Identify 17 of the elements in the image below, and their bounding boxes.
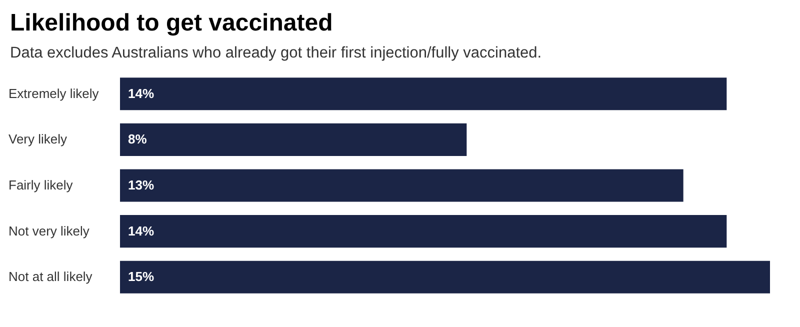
bar [120,123,467,156]
bar [120,260,770,294]
data-label: 14% [128,223,154,238]
y-tick-label: Extremely likely [8,86,100,101]
y-tick-label: Not at all likely [8,269,93,284]
y-tick-label: Very likely [8,132,68,147]
bar [120,215,727,248]
bar [120,78,727,110]
data-label: 8% [128,132,148,147]
y-tick-label: Fairly likely [8,178,74,192]
chart-title: Likelihood to get vaccinated [10,10,333,36]
y-tick-label: Not very likely [8,223,90,238]
data-label: 13% [128,178,154,192]
data-label: 15% [128,269,154,284]
data-label: 14% [128,86,154,101]
chart-subtitle: Data excludes Australians who already got their first injection/fully vaccinated. [10,44,542,62]
bar [120,169,684,202]
